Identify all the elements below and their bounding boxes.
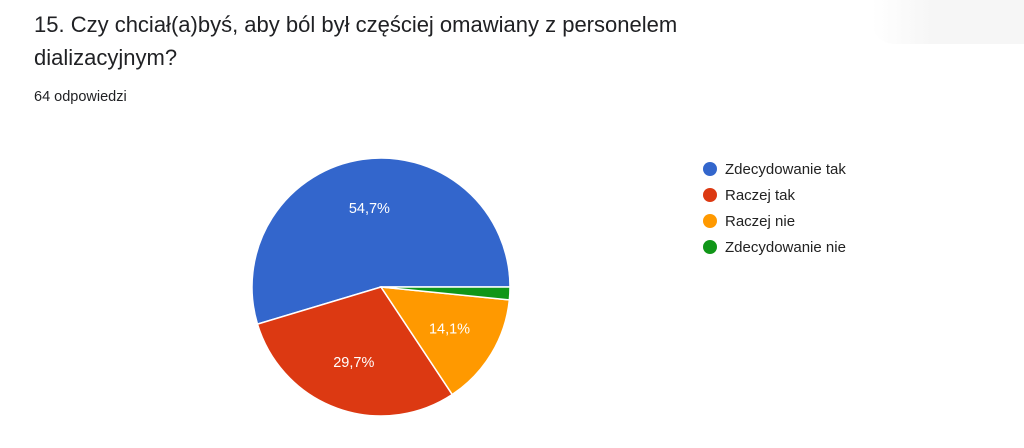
slice-label: 14,1% [429, 321, 470, 337]
legend-label: Raczej tak [725, 186, 796, 204]
legend-item-zdecydowanie-tak[interactable]: Zdecydowanie tak [703, 156, 846, 182]
legend-label: Zdecydowanie nie [725, 238, 846, 256]
response-count: 64 odpowiedzi [34, 89, 127, 105]
legend-dot [703, 162, 717, 176]
corner-shade [872, 0, 1024, 44]
legend-item-zdecydowanie-nie[interactable]: Zdecydowanie nie [703, 234, 846, 260]
legend-item-raczej-nie[interactable]: Raczej nie [703, 208, 846, 234]
legend-item-raczej-tak[interactable]: Raczej tak [703, 182, 846, 208]
pie-slice-zdecydowanie-nie[interactable] [380, 286, 511, 301]
pie-slice-raczej-nie[interactable] [379, 286, 511, 396]
slice-label: 54,7% [349, 201, 390, 217]
legend-label: Zdecydowanie tak [725, 160, 846, 178]
legend-dot [703, 240, 717, 254]
question-title: 15. Czy chciał(a)byś, aby ból był części… [34, 12, 678, 70]
slice-label: 29,7% [333, 355, 374, 371]
pie-slice-zdecydowanie-tak[interactable] [251, 157, 511, 326]
pie-slice-raczej-tak[interactable] [256, 286, 454, 417]
legend-dot [703, 188, 717, 202]
legend-dot [703, 214, 717, 228]
chart-legend: Zdecydowanie tak Raczej tak Raczej nie Z… [703, 156, 846, 260]
legend-label: Raczej nie [725, 212, 796, 230]
